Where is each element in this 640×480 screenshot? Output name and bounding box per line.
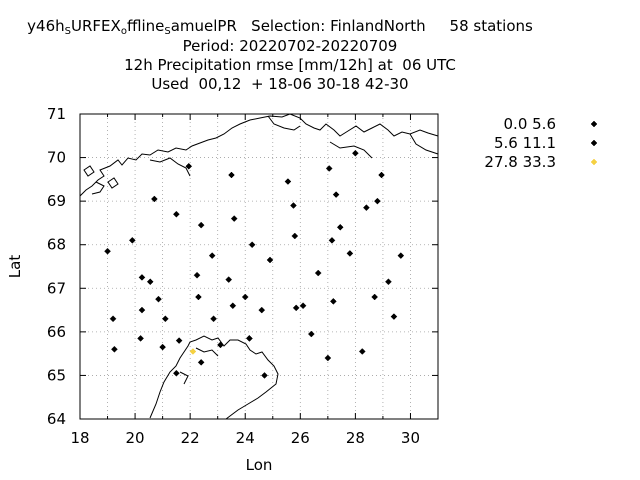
data-point — [308, 331, 314, 337]
y-tick-label: 65 — [47, 366, 66, 384]
data-point — [329, 237, 335, 243]
y-axis-label: Lat — [6, 255, 24, 279]
data-point — [226, 277, 232, 283]
data-point — [194, 272, 200, 278]
data-point — [259, 307, 265, 313]
data-point — [363, 205, 369, 211]
legend: 0.0 5.65.6 11.127.8 33.3 — [484, 115, 597, 171]
y-tick-label: 68 — [47, 236, 66, 254]
data-point — [347, 250, 353, 256]
data-point — [155, 296, 161, 302]
data-point — [249, 242, 255, 248]
y-tick-label: 69 — [47, 192, 66, 210]
data-point — [330, 298, 336, 304]
data-point — [315, 270, 321, 276]
data-point — [267, 257, 273, 263]
data-point — [391, 314, 397, 320]
data-point — [139, 307, 145, 313]
data-point — [211, 316, 217, 322]
y-tick-label: 66 — [47, 323, 66, 341]
data-point — [198, 222, 204, 228]
y-tick-label: 71 — [47, 105, 66, 123]
legend-marker — [591, 159, 597, 165]
data-point — [326, 165, 332, 171]
data-point — [352, 150, 358, 156]
data-point — [162, 316, 168, 322]
data-point — [242, 294, 248, 300]
data-point — [333, 192, 339, 198]
data-point — [337, 224, 343, 230]
x-tick-label: 20 — [126, 429, 145, 447]
legend-label: 27.8 33.3 — [484, 153, 556, 171]
data-point — [173, 370, 179, 376]
legend-label: 0.0 5.6 — [504, 115, 556, 133]
legend-marker — [591, 121, 597, 127]
data-point — [246, 335, 252, 341]
y-tick-label: 64 — [47, 410, 66, 428]
x-tick-label: 24 — [236, 429, 255, 447]
data-point — [198, 359, 204, 365]
data-point — [105, 248, 111, 254]
data-point — [231, 216, 237, 222]
data-point — [374, 198, 380, 204]
data-point — [111, 346, 117, 352]
data-point — [190, 348, 196, 354]
data-point — [139, 274, 145, 280]
data-point — [110, 316, 116, 322]
data-point — [379, 172, 385, 178]
data-point — [138, 335, 144, 341]
data-point — [230, 303, 236, 309]
y-tick-label: 70 — [47, 149, 66, 167]
data-point — [217, 342, 223, 348]
data-point — [385, 279, 391, 285]
data-point — [160, 344, 166, 350]
data-point — [129, 237, 135, 243]
y-tick-label: 67 — [47, 279, 66, 297]
x-tick-label: 30 — [401, 429, 420, 447]
data-point — [147, 279, 153, 285]
data-point — [292, 233, 298, 239]
x-tick-label: 28 — [346, 429, 365, 447]
x-tick-label: 18 — [70, 429, 89, 447]
data-point — [285, 179, 291, 185]
x-axis-label: Lon — [246, 456, 273, 474]
data-point — [372, 294, 378, 300]
data-point — [228, 172, 234, 178]
data-point — [262, 372, 268, 378]
data-point — [176, 338, 182, 344]
data-point — [359, 348, 365, 354]
x-tick-label: 22 — [181, 429, 200, 447]
x-tick-label: 26 — [291, 429, 310, 447]
data-point — [195, 294, 201, 300]
data-point — [398, 253, 404, 259]
data-point — [290, 203, 296, 209]
data-point — [209, 253, 215, 259]
data-point — [325, 355, 331, 361]
data-points — [105, 150, 404, 378]
data-point — [300, 303, 306, 309]
legend-marker — [591, 140, 597, 146]
legend-label: 5.6 11.1 — [494, 134, 556, 152]
axes: 18 20 22 24 26 28 30 64 65 66 67 68 69 70 71 Lon Lat — [6, 105, 438, 474]
data-point — [293, 305, 299, 311]
coastline-map — [80, 114, 438, 419]
data-point — [173, 211, 179, 217]
